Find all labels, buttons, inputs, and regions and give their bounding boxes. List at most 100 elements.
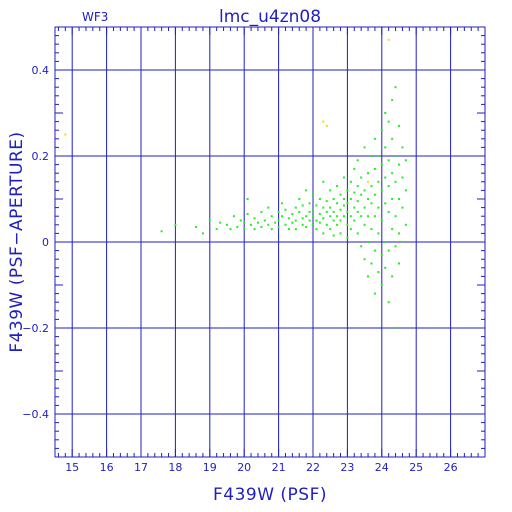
x-tick-labels: 15 16 17 18 19 20 21 22 23 24 25 26	[65, 461, 457, 474]
data-point	[294, 219, 297, 222]
data-point	[325, 124, 328, 127]
data-point	[394, 155, 397, 157]
x-tick-label: 16	[100, 461, 114, 474]
data-point	[312, 223, 314, 226]
data-point	[329, 189, 332, 192]
y-tick-labels: −0.4 −0.2 0 0.2 0.4	[22, 64, 49, 421]
data-point	[380, 129, 383, 132]
data-point	[256, 221, 259, 224]
data-point	[349, 198, 352, 200]
data-point	[363, 258, 366, 261]
data-point	[356, 210, 359, 213]
data-point	[401, 206, 404, 209]
x-tick-label: 20	[237, 461, 251, 474]
data-point	[387, 210, 390, 213]
x-tick-label: 26	[444, 461, 458, 474]
data-point	[267, 223, 270, 226]
data-point	[377, 206, 380, 209]
axis-ticks	[55, 26, 486, 458]
data-point	[370, 185, 373, 188]
data-point	[174, 223, 177, 226]
data-point	[336, 202, 339, 205]
data-point	[367, 215, 370, 218]
x-tick-label: 23	[340, 461, 354, 474]
data-point	[160, 230, 163, 233]
data-point	[360, 176, 363, 179]
data-point	[384, 202, 387, 205]
data-point	[332, 219, 335, 222]
data-point	[315, 228, 318, 231]
data-point	[305, 189, 308, 192]
x-tick-label: 25	[409, 461, 423, 474]
data-point	[253, 228, 256, 231]
data-point	[201, 232, 204, 235]
data-point	[370, 202, 373, 205]
data-point	[325, 200, 328, 203]
data-point	[394, 180, 397, 183]
data-point	[353, 219, 356, 222]
data-point	[270, 228, 273, 231]
data-point	[308, 202, 311, 205]
data-point	[380, 284, 383, 286]
data-point	[246, 198, 249, 200]
data-point	[195, 225, 198, 228]
data-point	[377, 155, 380, 157]
data-point	[363, 189, 366, 192]
data-point	[215, 228, 218, 231]
data-point	[398, 124, 400, 127]
data-point	[398, 232, 400, 235]
data-point	[356, 185, 359, 188]
data-point	[260, 225, 263, 228]
data-point	[346, 210, 349, 213]
data-point	[332, 234, 335, 237]
data-point	[401, 241, 404, 243]
data-points	[64, 38, 407, 329]
data-point	[384, 112, 387, 114]
data-point	[363, 146, 366, 149]
data-point	[387, 301, 390, 304]
data-point	[401, 146, 404, 149]
data-point	[349, 215, 352, 218]
data-point	[329, 228, 332, 231]
data-point	[346, 202, 349, 205]
data-point	[332, 198, 335, 200]
data-point	[277, 210, 280, 213]
data-point	[339, 219, 342, 222]
data-point	[394, 86, 397, 89]
data-point	[394, 245, 397, 248]
data-point	[267, 206, 270, 209]
data-point	[329, 206, 332, 209]
data-point	[346, 223, 349, 226]
data-point	[404, 159, 407, 162]
data-point	[346, 236, 349, 239]
data-point	[318, 213, 321, 216]
data-point	[284, 223, 287, 226]
data-point	[346, 189, 349, 192]
data-point	[391, 228, 394, 231]
chart-title: lmc_u4zn08	[219, 7, 321, 27]
data-point	[384, 266, 387, 269]
data-point	[370, 155, 373, 157]
data-point	[301, 217, 304, 220]
data-point	[391, 172, 394, 175]
x-tick-label: 19	[203, 461, 217, 474]
data-point	[315, 204, 318, 207]
data-point	[384, 146, 387, 149]
data-point	[342, 176, 345, 179]
data-point	[398, 198, 400, 200]
data-point	[391, 198, 394, 200]
x-tick-label: 15	[65, 461, 79, 474]
chart-subtitle: WF3	[82, 10, 108, 24]
data-point	[404, 189, 407, 192]
data-point	[308, 219, 311, 222]
data-point	[294, 206, 297, 209]
data-point	[287, 228, 290, 231]
data-point	[342, 215, 345, 218]
data-point	[342, 198, 345, 200]
data-point	[281, 215, 284, 218]
data-point	[373, 215, 376, 218]
data-point	[260, 210, 263, 213]
data-point	[370, 228, 373, 231]
data-point	[377, 232, 380, 235]
